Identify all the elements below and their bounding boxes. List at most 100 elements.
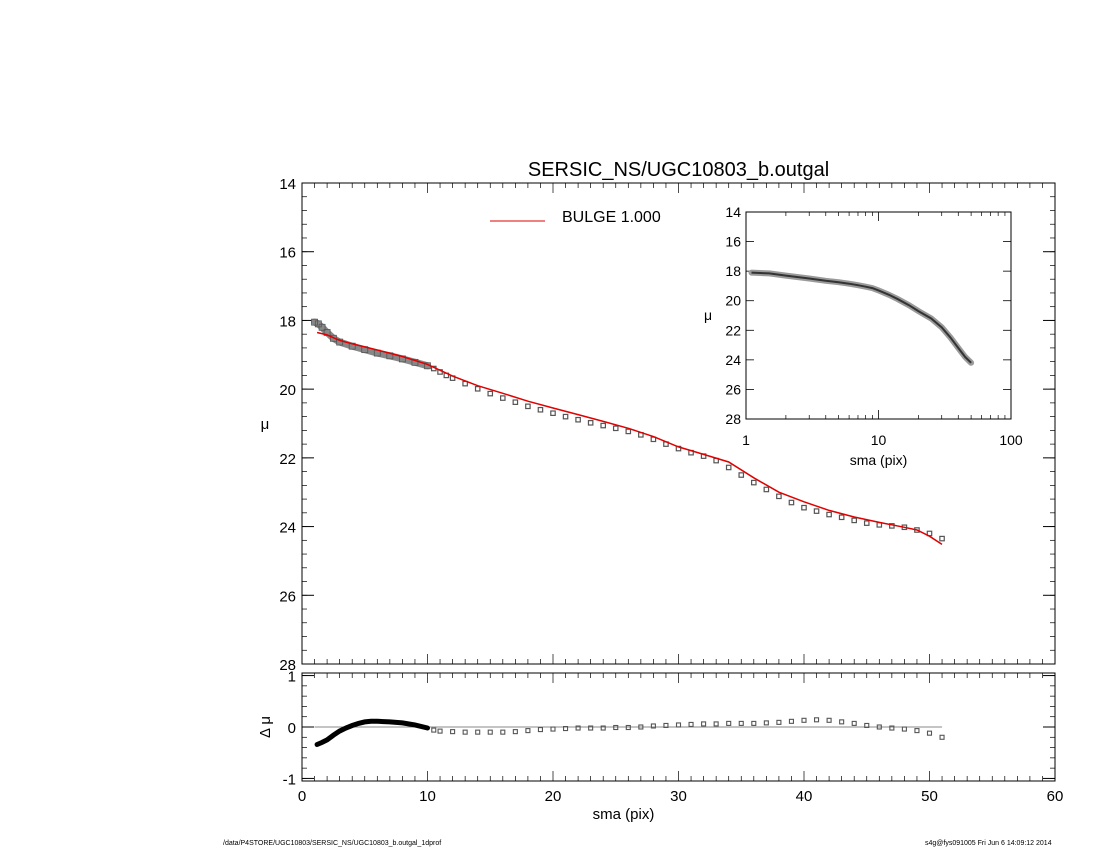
data-point: [750, 479, 757, 486]
inset-y-tick-label: 16: [725, 234, 741, 250]
residual-y-tick-label: -1: [283, 771, 296, 788]
chart-title: SERSIC_NS/UGC10803_b.outgal: [528, 159, 829, 181]
residual-data-point: [688, 721, 694, 727]
residual-data-point: [650, 723, 656, 729]
residual-data-point: [738, 720, 744, 726]
data-point: [587, 420, 594, 426]
data-point: [788, 499, 795, 506]
residual-data-point: [675, 722, 682, 728]
residual-data-point: [813, 717, 820, 723]
inset-x-axis-label: sma (pix): [850, 452, 908, 468]
inset-y-tick-label: 20: [725, 293, 741, 309]
residual-data-point: [939, 734, 945, 740]
y-tick-label: 22: [279, 451, 296, 468]
residual-data-point: [864, 722, 870, 729]
data-point: [550, 410, 556, 416]
residual-data-point: [663, 722, 669, 729]
data-point: [863, 520, 870, 526]
x-tick-label: 10: [419, 788, 436, 805]
data-point: [474, 385, 481, 392]
residual-data-point: [500, 729, 506, 735]
inset-y-tick-label: 28: [725, 411, 741, 427]
data-point: [537, 406, 544, 413]
residual-data-point: [588, 725, 594, 731]
residual-data-point: [475, 729, 481, 735]
inset-x-tick-label: 1: [742, 432, 750, 448]
x-axis-label: sma (pix): [593, 806, 655, 823]
data-point: [311, 318, 318, 326]
residual-data-point: [525, 728, 531, 734]
residual-data-point: [926, 730, 933, 736]
residual-data-point: [638, 724, 644, 730]
residual-data-point: [901, 726, 907, 732]
data-point: [725, 464, 732, 471]
inset-y-tick-label: 24: [725, 352, 741, 368]
y-tick-label: 28: [279, 657, 296, 674]
data-point: [500, 395, 506, 401]
residual-data-point: [562, 725, 569, 732]
data-point: [813, 508, 820, 514]
residual-data-point: [914, 728, 920, 734]
y-tick-label: 18: [279, 313, 296, 330]
residual-data-point: [788, 718, 795, 724]
footer-timestamp: s4g@fys091005 Fri Jun 6 14:09:12 2014: [925, 840, 1052, 847]
x-tick-label: 20: [545, 788, 562, 805]
y-tick-label: 14: [279, 176, 296, 193]
y-tick-label: 16: [279, 245, 296, 262]
inset-x-tick-label: 10: [871, 432, 887, 448]
residual-data-point: [613, 724, 619, 731]
x-tick-label: 0: [298, 788, 306, 805]
data-point: [763, 486, 770, 493]
residual-y-tick-label: 0: [288, 720, 296, 737]
data-point: [838, 514, 845, 521]
inset-plot-frame: [745, 211, 1012, 420]
inset-y-tick-label: 14: [725, 204, 741, 220]
y-axis-label: μ: [261, 416, 270, 433]
data-point: [625, 428, 632, 435]
data-point: [600, 422, 607, 429]
inset-y-tick-label: 26: [725, 381, 741, 397]
data-point: [562, 413, 569, 420]
residual-data-point: [826, 717, 832, 723]
residual-data-point: [575, 725, 581, 731]
main-panel: SERSIC_NS/UGC10803_b.outgal 14 16 18 20 22 24 2…: [261, 159, 1056, 674]
y-tick-label: 24: [279, 520, 296, 537]
residual-data-point: [726, 720, 732, 726]
inset-profile-line: [751, 271, 972, 364]
inset-y-tick-label: 22: [725, 322, 741, 338]
residual-data-point: [462, 729, 468, 735]
inset-y-tick-label: 18: [725, 263, 741, 279]
data-point: [336, 338, 344, 346]
residual-data-point: [437, 728, 443, 734]
residual-data-point: [450, 729, 456, 735]
residual-data-point: [512, 729, 518, 735]
residual-y-tick-label: 1: [288, 669, 296, 686]
residual-y-axis-label: Δ μ: [257, 716, 274, 738]
data-point: [575, 416, 581, 423]
legend-label: BULGE 1.000: [562, 209, 661, 226]
y-tick-label: 26: [279, 588, 296, 605]
residual-data-point: [751, 720, 757, 726]
residual-data-point: [487, 729, 493, 735]
residual-data-point: [763, 720, 769, 726]
footer-file-path: /data/P4STORE/UGC10803/SERSIC_NS/UGC1080…: [223, 840, 442, 847]
x-tick-label: 40: [796, 788, 813, 805]
residual-data-point: [537, 727, 544, 733]
inset-panel: 14 16 18 20 22 24 26 281 10 100 sma (pix) μ: [704, 204, 1023, 468]
residual-data-point: [701, 721, 707, 727]
data-point: [776, 493, 782, 500]
data-point: [512, 399, 519, 405]
residual-data-point: [876, 724, 882, 730]
residual-data-point: [431, 727, 437, 733]
residual-data-point: [851, 720, 857, 726]
residual-data-point: [801, 717, 807, 723]
data-point: [487, 390, 494, 397]
bulge-model-line: [316, 331, 943, 546]
inset-y-axis-label: μ: [704, 307, 712, 323]
data-point: [826, 511, 832, 518]
y-tick-label: 20: [279, 382, 296, 399]
data-point: [801, 504, 807, 511]
data-point: [525, 403, 531, 410]
residual-profile-line: [314, 718, 430, 747]
